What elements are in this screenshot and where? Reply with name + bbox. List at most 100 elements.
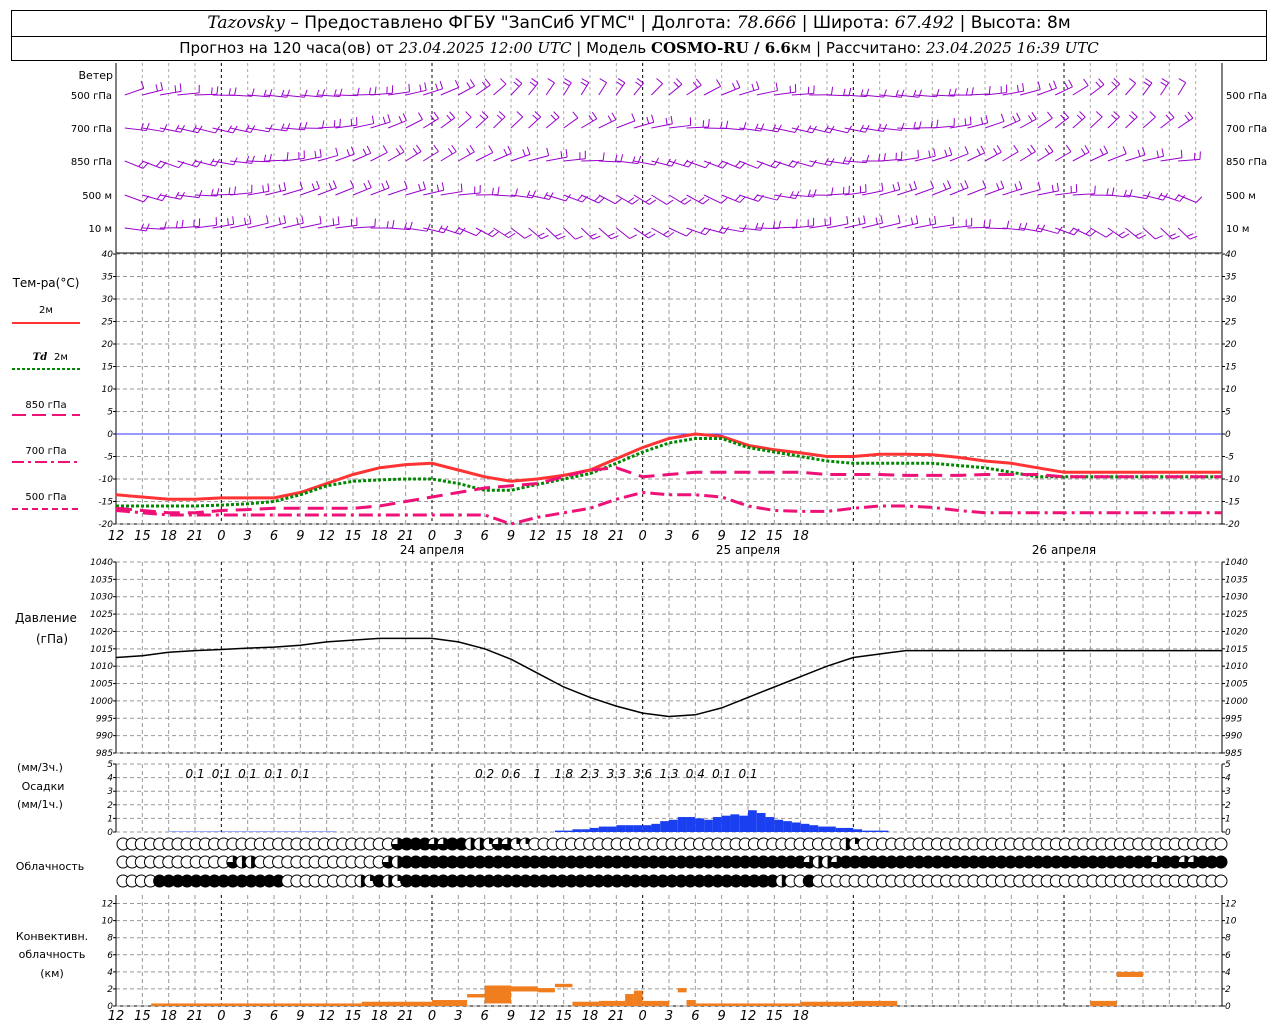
cloud-symbol-fill <box>903 856 916 868</box>
cloud-symbol-fill <box>235 875 248 887</box>
wind-barb <box>545 116 560 129</box>
wind-barb <box>967 187 987 196</box>
conv-title: (км) <box>40 967 64 980</box>
wind-barb-flag <box>1037 181 1041 190</box>
cloud-symbol-fill <box>492 838 505 850</box>
wind-barb-flag <box>280 123 285 131</box>
conv-bar <box>633 990 643 1006</box>
wind-barb-flag <box>732 82 736 90</box>
wind-barb <box>809 127 830 134</box>
cloud-symbol-fill <box>501 856 514 868</box>
wind-barb <box>633 121 654 129</box>
wind-barb-flag <box>830 187 834 196</box>
wind-barb <box>510 194 533 199</box>
cloud-symbol-fill <box>720 856 733 868</box>
wind-barb <box>721 87 741 96</box>
wind-barb-flag <box>381 183 385 190</box>
wind-barb-flag <box>537 232 545 237</box>
wind-barb-flag <box>751 83 755 91</box>
wind-barb-flag <box>591 111 598 119</box>
temp-ytick-label: -20 <box>1225 520 1240 530</box>
conv-bar <box>361 1001 432 1006</box>
pressure-ytick-label: 985 <box>96 749 113 759</box>
wind-barb-flag <box>460 183 463 192</box>
conv-xtick-label: 15 <box>134 1009 151 1024</box>
wind-barb <box>949 225 972 229</box>
conv-xtick-label: 18 <box>582 1009 599 1024</box>
conv-xtick-label: 21 <box>187 1009 204 1024</box>
wind-barb-flag <box>983 220 986 228</box>
wind-barb-flag <box>760 123 765 132</box>
wind-barb <box>897 222 918 229</box>
wind-barb-flag <box>418 112 423 120</box>
cloud-symbol-fill <box>656 875 669 887</box>
wind-barb <box>405 151 422 162</box>
wind-barb <box>826 94 849 97</box>
wind-barb-flag <box>491 187 494 195</box>
wind-barb-flag <box>944 149 948 157</box>
wind-barb-flag <box>918 89 923 98</box>
wind-barb <box>493 83 507 96</box>
wind-barb <box>194 160 216 167</box>
wind-barb-flag <box>980 145 986 154</box>
cloud-symbol-fill <box>446 856 459 868</box>
wind-barb-flag <box>156 193 162 200</box>
precip-bar <box>800 823 810 832</box>
wind-barb <box>422 151 439 162</box>
wind-barb <box>897 188 917 196</box>
wind-barb-flag <box>412 147 418 155</box>
precip-ytick-label: 4 <box>107 774 113 784</box>
cloud-symbol-fill <box>1114 856 1127 868</box>
wind-barb-flag <box>531 190 536 199</box>
wind-barb <box>616 194 633 205</box>
wind-barb-flag <box>266 215 269 224</box>
model-unit: км <box>790 39 812 57</box>
wind-barb-flag <box>283 182 287 191</box>
wind-barb-flag <box>789 191 794 198</box>
cloud-symbol-fill <box>711 856 724 868</box>
wind-barb <box>668 227 687 237</box>
wind-barb <box>1142 227 1156 240</box>
wind-barb <box>317 154 338 162</box>
pressure-ytick-label: 1005 <box>90 680 113 690</box>
conv-ytick-label: 8 <box>107 934 113 944</box>
wind-barb <box>159 194 181 200</box>
wind-barb-flag <box>1051 184 1054 192</box>
wind-barb <box>352 152 371 162</box>
wind-barb-flag <box>232 216 235 225</box>
wind-barb-flag <box>644 231 651 236</box>
wind-barb <box>686 84 702 96</box>
precip-ytick-label: 5 <box>107 760 113 770</box>
wind-barb-flag <box>996 145 1002 153</box>
cloud-symbol-fill <box>675 875 688 887</box>
cloud-symbol-fill <box>702 875 715 887</box>
wind-barb-flag <box>547 78 555 84</box>
cloud-symbol-fill <box>739 875 752 887</box>
cloud-symbol-fill <box>528 856 541 868</box>
wind-barb-flag <box>673 81 680 88</box>
wind-barb <box>826 127 848 134</box>
wind-barb-flag <box>399 144 405 153</box>
wind-barb-flag <box>496 114 503 120</box>
wind-barb-flag <box>1172 235 1180 240</box>
wind-barb-flag <box>675 78 683 85</box>
precip-bar <box>739 815 748 832</box>
wind-barb <box>423 189 444 196</box>
wind-barb-flag <box>404 180 408 189</box>
conv-bar <box>1116 971 1143 977</box>
wind-barb <box>1107 194 1130 198</box>
pressure-ytick-label: 990 <box>1225 732 1242 742</box>
cloud-symbol-fill <box>922 856 935 868</box>
cloud-symbol-fill <box>949 856 962 868</box>
wind-barb-flag <box>1037 81 1041 90</box>
wind-barb <box>370 187 390 196</box>
precip-3h-label: 0.1 <box>264 767 283 781</box>
wind-barb-flag <box>160 81 164 91</box>
cloud-symbol-fill <box>171 875 184 887</box>
cloud-symbol-fill <box>510 875 523 887</box>
wind-barb <box>1160 82 1170 96</box>
temp-xtick-label: 3 <box>454 529 462 544</box>
cloud-symbol-fill <box>208 875 221 887</box>
cloud-symbol-fill <box>519 856 532 868</box>
cloud-symbol-fill <box>199 875 212 887</box>
